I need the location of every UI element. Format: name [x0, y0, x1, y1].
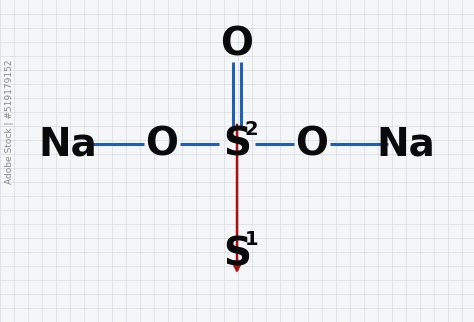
Text: 2: 2 — [245, 120, 258, 139]
Text: 1: 1 — [245, 230, 258, 249]
Text: S: S — [223, 235, 251, 273]
Text: O: O — [146, 125, 179, 163]
Text: O: O — [295, 125, 328, 163]
Text: O: O — [220, 25, 254, 63]
Text: Na: Na — [38, 125, 97, 163]
Text: Adobe Stock | #519179152: Adobe Stock | #519179152 — [6, 60, 15, 184]
Text: Na: Na — [377, 125, 436, 163]
Text: S: S — [223, 125, 251, 163]
